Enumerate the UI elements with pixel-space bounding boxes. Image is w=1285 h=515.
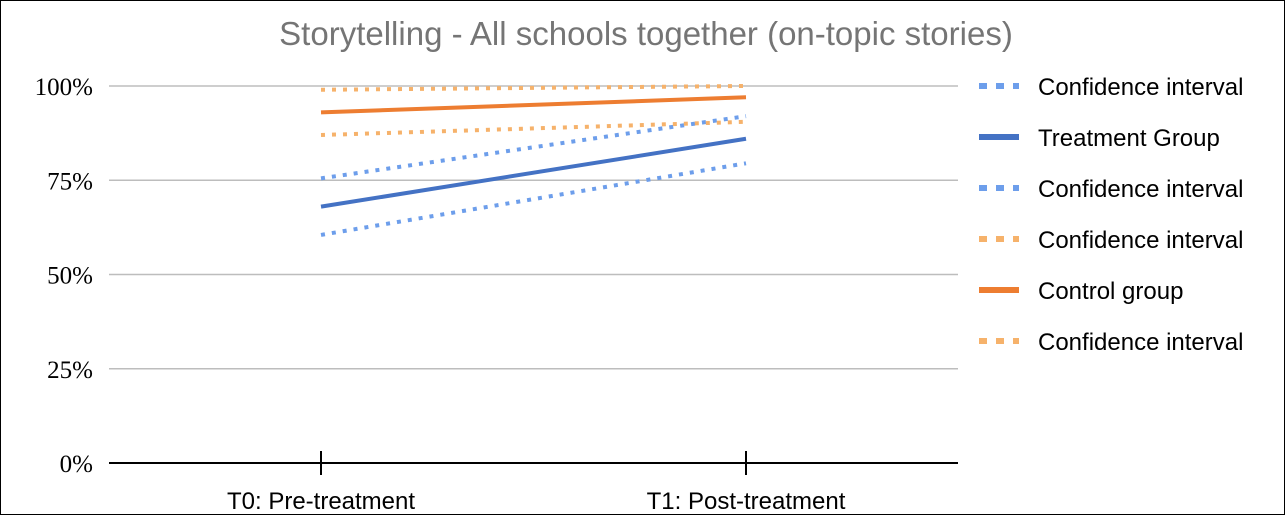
x-tick-label: T0: Pre-treatment <box>227 488 415 514</box>
legend-label: Confidence interval <box>1038 176 1243 203</box>
series-lines <box>320 84 747 237</box>
y-tick-label: 25% <box>47 357 93 384</box>
series-line-5 <box>320 84 747 92</box>
x-axis: T0: Pre-treatment T1: Post-treatment <box>109 451 958 514</box>
legend-label: Confidence interval <box>1038 74 1243 101</box>
legend-label: Confidence interval <box>1038 329 1243 356</box>
y-axis-ticks: 0% 25% 50% 75% 100% <box>35 74 93 478</box>
legend: Confidence interval Treatment Group Confid… <box>979 74 1243 356</box>
legend-label: Treatment Group <box>1038 125 1220 152</box>
legend-label: Control group <box>1038 278 1183 305</box>
y-tick-label: 0% <box>60 451 93 478</box>
series-line-3 <box>320 119 747 138</box>
legend-label: Confidence interval <box>1038 227 1243 254</box>
series-line-4 <box>320 95 747 115</box>
y-tick-label: 75% <box>47 168 93 195</box>
series-line-1 <box>320 136 747 209</box>
y-tick-label: 50% <box>47 263 93 290</box>
x-tick-label: T1: Post-treatment <box>647 488 846 514</box>
chart-title: Storytelling - All schools together (on-… <box>279 15 1013 52</box>
y-tick-label: 100% <box>35 74 93 101</box>
